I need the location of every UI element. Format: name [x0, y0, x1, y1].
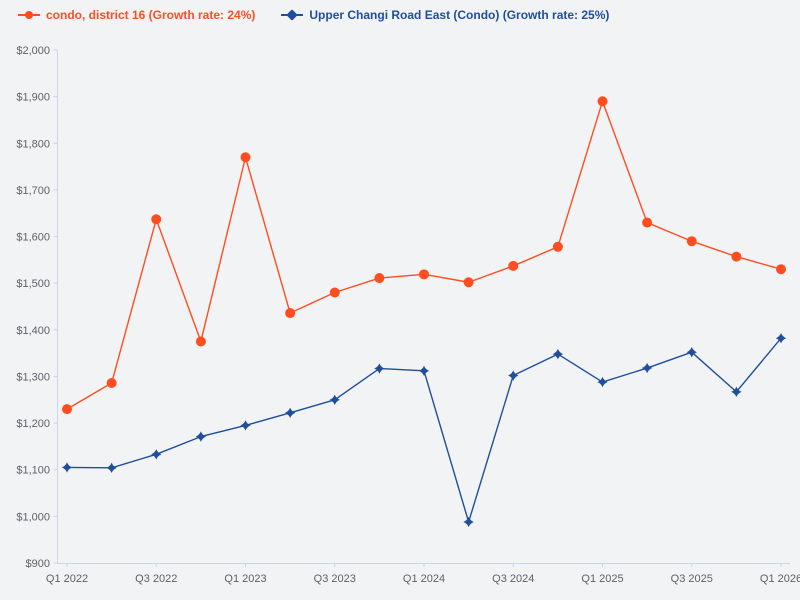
data-point-marker[interactable]: [195, 431, 207, 442]
x-axis-ticks: Q1 2022 Q3 2022 Q1 2023 Q3 2023 Q1 2024 Q3 20…: [46, 563, 800, 585]
data-point-marker[interactable]: [686, 347, 697, 358]
data-point-marker[interactable]: [642, 217, 653, 228]
series-lines: [66, 100, 782, 523]
data-point-marker[interactable]: [686, 236, 697, 247]
series-markers: [61, 96, 787, 528]
y-tick-label: $1,900: [16, 92, 50, 104]
y-axis-ticks: $900 $1,000 $1,100 $1,200 $1,300 $1,400 $1,500…: [16, 45, 58, 570]
x-tick-label: Q1 2022: [46, 573, 88, 585]
data-point-marker[interactable]: [731, 386, 742, 398]
y-tick-label: $1,700: [16, 185, 50, 197]
data-point-marker[interactable]: [508, 370, 519, 381]
y-tick-label: $1,100: [16, 465, 50, 477]
data-point-marker[interactable]: [641, 362, 653, 374]
data-point-marker[interactable]: [284, 407, 296, 419]
y-tick-label: $1,400: [16, 325, 50, 337]
legend-diamond-marker-icon: [281, 9, 304, 21]
data-point-marker[interactable]: [329, 394, 340, 405]
x-tick-label: Q3 2023: [314, 573, 356, 585]
data-point-marker[interactable]: [374, 363, 385, 374]
y-tick-label: $2,000: [16, 45, 50, 57]
data-point-marker[interactable]: [508, 260, 519, 271]
x-tick-label: Q3 2025: [671, 573, 713, 585]
x-tick-label: Q1 2026: [760, 573, 800, 585]
data-point-marker[interactable]: [374, 273, 385, 284]
data-point-marker[interactable]: [106, 377, 117, 388]
y-tick-label: $1,800: [16, 138, 50, 150]
data-point-marker[interactable]: [329, 287, 340, 298]
data-point-marker[interactable]: [419, 269, 429, 280]
data-point-marker[interactable]: [552, 348, 564, 360]
chart-legend: condo, district 16 (Growth rate: 24%) Up…: [0, 0, 800, 30]
data-point-marker[interactable]: [776, 264, 786, 275]
data-point-marker[interactable]: [195, 336, 206, 347]
data-point-marker[interactable]: [240, 420, 251, 431]
y-tick-label: $900: [26, 558, 50, 570]
data-point-marker[interactable]: [61, 462, 73, 473]
x-tick-label: Q3 2024: [492, 573, 534, 585]
series-line-0: [66, 100, 782, 410]
data-point-marker[interactable]: [151, 449, 162, 460]
legend-item-1[interactable]: Upper Changi Road East (Condo) (Growth r…: [281, 8, 609, 22]
data-point-marker[interactable]: [731, 251, 742, 262]
y-tick-label: $1,300: [16, 371, 50, 383]
data-point-marker[interactable]: [240, 152, 251, 163]
x-tick-label: Q1 2025: [581, 573, 623, 585]
data-point-marker[interactable]: [597, 96, 608, 107]
data-point-marker[interactable]: [463, 516, 474, 528]
y-tick-label: $1,200: [16, 418, 50, 430]
data-point-marker[interactable]: [775, 333, 787, 344]
data-point-marker[interactable]: [418, 365, 430, 377]
legend-label-0: condo, district 16 (Growth rate: 24%): [46, 8, 256, 22]
x-tick-label: Q1 2023: [224, 573, 266, 585]
data-point-marker[interactable]: [151, 214, 162, 225]
x-tick-label: Q1 2024: [403, 573, 445, 585]
axis-lines: [57, 50, 790, 564]
data-point-marker[interactable]: [106, 462, 117, 474]
x-tick-label: Q3 2022: [135, 573, 177, 585]
data-point-marker[interactable]: [597, 376, 608, 388]
y-tick-label: $1,500: [16, 278, 50, 290]
data-point-marker[interactable]: [552, 241, 563, 252]
legend-label-1: Upper Changi Road East (Condo) (Growth r…: [309, 8, 610, 22]
data-point-marker[interactable]: [62, 404, 72, 415]
data-point-marker[interactable]: [285, 308, 296, 319]
legend-item-0[interactable]: condo, district 16 (Growth rate: 24%): [18, 8, 255, 22]
data-point-marker[interactable]: [463, 277, 474, 288]
legend-circle-marker-icon: [18, 9, 40, 21]
y-tick-label: $1,600: [16, 232, 50, 244]
y-tick-label: $1,000: [16, 511, 50, 523]
